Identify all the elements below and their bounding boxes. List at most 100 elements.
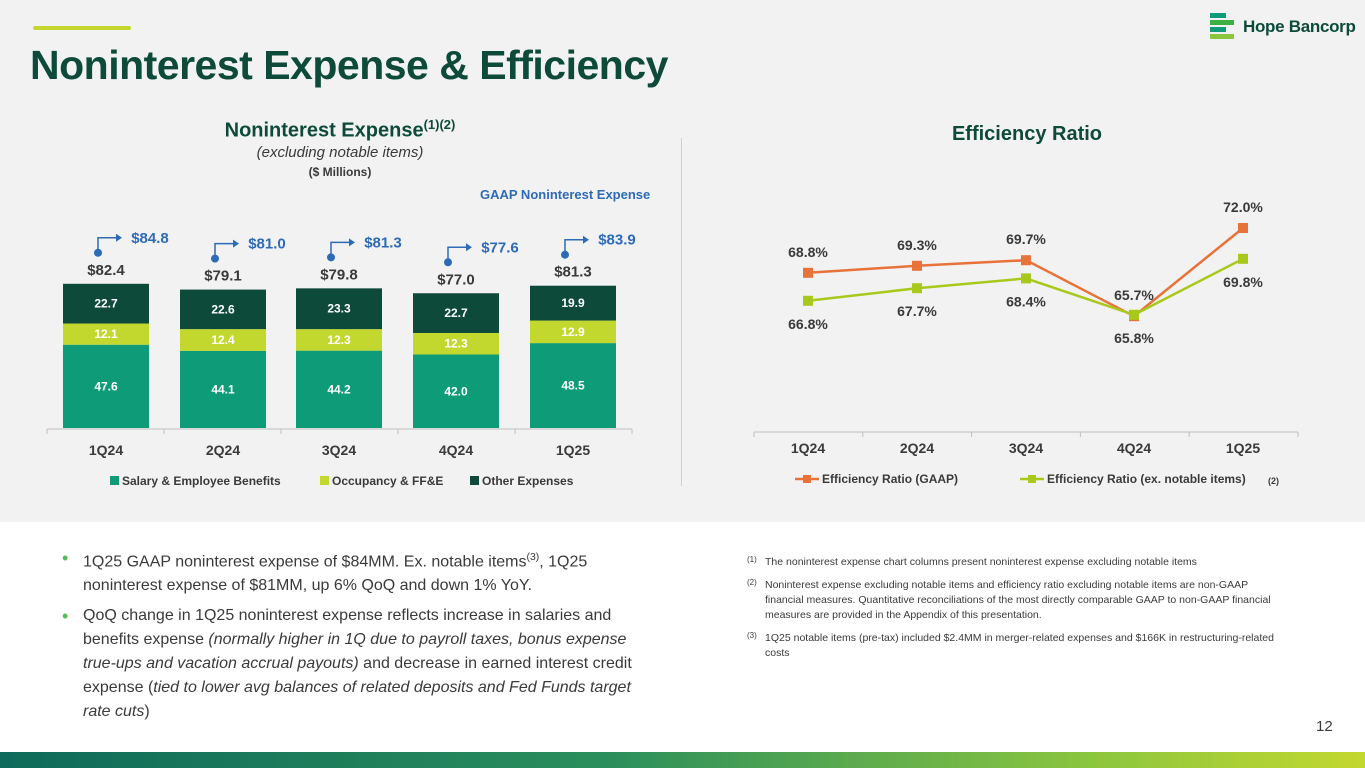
footnote: (2) Noninterest expense excluding notable… (747, 578, 1271, 621)
bar-segment-label: 22.6 (211, 302, 235, 316)
bar-segment-other (413, 293, 499, 333)
bar-segment-other (180, 289, 266, 330)
line-data-label: 69.8% (1223, 274, 1263, 290)
bar-segment-salary (413, 354, 499, 428)
bar-total-label: $82.4 (87, 262, 125, 279)
gaap-total-label: $83.9 (598, 232, 636, 249)
legend-marker (1028, 475, 1036, 483)
gaap-callout-dot (561, 250, 569, 259)
bar-segment-salary (63, 344, 149, 428)
gaap-callout-arrow-icon (233, 239, 239, 248)
legend-label: Efficiency Ratio (GAAP) (822, 472, 958, 486)
bar-segment-label: 12.4 (211, 333, 235, 347)
legend-swatch (110, 476, 119, 485)
gaap-total-label: $77.6 (481, 239, 519, 256)
logo: Hope Bancorp (1208, 12, 1356, 42)
line-marker (1129, 309, 1139, 320)
logo-text: Hope Bancorp (1243, 17, 1356, 36)
bar-segment-salary (530, 343, 616, 428)
left-chart-title: Noninterest Expense(1)(2) (224, 117, 456, 142)
gaap-callout-arrow-icon (116, 233, 122, 242)
bar-x-tick-label: 1Q24 (89, 442, 123, 458)
bottom-gradient-bar (0, 752, 1365, 768)
gaap-callout-line (97, 237, 116, 253)
bar-total-label: $77.0 (437, 271, 475, 288)
bar-segment-other (530, 285, 616, 321)
bar-segment-label: 22.7 (444, 306, 468, 320)
gaap-callout-line (447, 246, 466, 263)
bar-total-label: $79.8 (320, 266, 358, 283)
page-number: 12 (1316, 718, 1333, 735)
bar-total-label: $79.1 (204, 268, 242, 285)
top-band (0, 0, 1365, 522)
bar-segment-salary (180, 350, 266, 428)
bar-segment-label: 44.2 (327, 382, 351, 396)
bar-x-tick-label: 2Q24 (206, 442, 240, 458)
bullet-dot-icon: • (62, 548, 69, 568)
chart-divider (681, 138, 682, 486)
gaap-callout-dot (211, 254, 219, 263)
footnotes: (1) The noninterest expense chart columns… (747, 555, 1287, 669)
legend-footnote-ref: (2) (1268, 476, 1279, 486)
legend-swatch (470, 476, 479, 485)
legend-label: Salary & Employee Benefits (122, 474, 281, 488)
line-marker (1021, 255, 1031, 266)
line-marker (803, 267, 813, 278)
gaap-total-label: $81.3 (364, 234, 402, 251)
line-data-label: 69.7% (1006, 231, 1046, 247)
bullet-list: • 1Q25 GAAP noninterest expense of $84MM… (62, 546, 662, 730)
bullet-item: • 1Q25 GAAP noninterest expense of $84MM… (62, 548, 588, 595)
line-data-label: 72.0% (1223, 199, 1263, 215)
line-marker (912, 260, 922, 271)
line-data-label: 69.3% (897, 237, 937, 253)
bar-x-tick-label: 4Q24 (439, 442, 473, 458)
bar-x-tick-label: 1Q25 (556, 442, 590, 458)
bar-segment-label: 23.3 (327, 302, 351, 316)
gaap-callout-arrow-icon (583, 235, 589, 244)
bar-total-label: $81.3 (554, 264, 592, 281)
footnote: (1) The noninterest expense chart columns… (747, 555, 1197, 568)
line-x-tick-label: 4Q24 (1117, 440, 1151, 456)
bar-segment-salary (296, 350, 382, 428)
bar-segment-label: 22.7 (94, 297, 118, 311)
right-chart-title: Efficiency Ratio (951, 123, 1103, 145)
bar-segment-occupancy (413, 332, 499, 355)
bar-segment-label: 44.1 (211, 382, 235, 396)
line-data-label: 68.4% (1006, 293, 1046, 309)
gaap-callout-dot (327, 253, 335, 262)
bar-segment-label: 12.9 (561, 325, 585, 339)
gaap-callout-dot (444, 258, 452, 267)
bar-segment-label: 12.3 (327, 333, 351, 347)
bar-segment-occupancy (530, 320, 616, 344)
gaap-total-label: $84.8 (131, 230, 169, 247)
accent-bar (33, 26, 131, 30)
line-x-tick-label: 1Q25 (1226, 440, 1260, 456)
legend-label: Other Expenses (482, 474, 574, 488)
line-data-label: 67.7% (897, 303, 937, 319)
charts-canvas: 47.6 12.1 22.7 $82.4 $84.8 1Q24 44.1 12.4 22.6 $7… (46, 199, 1299, 488)
gaap-callout-line (330, 241, 349, 258)
gaap-callout-line (564, 238, 583, 255)
bar-segment-label: 47.6 (94, 379, 118, 393)
bar-segment-label: 12.1 (94, 327, 118, 341)
line-x-tick-label: 1Q24 (791, 440, 825, 456)
line-data-label: 66.8% (788, 316, 828, 332)
line-x-tick-label: 2Q24 (900, 440, 934, 456)
bar-segment-label: 12.3 (444, 337, 468, 351)
legend-label: Efficiency Ratio (ex. notable items) (1047, 472, 1246, 486)
line-marker (912, 283, 922, 294)
line-data-label: 65.7% (1114, 287, 1154, 303)
hope-bancorp-logo-icon (1210, 13, 1234, 39)
legend-swatch (320, 476, 329, 485)
bar-segment-label: 42.0 (444, 384, 468, 398)
gaap-callout-arrow-icon (466, 243, 472, 252)
bar-segment-label: 19.9 (561, 296, 585, 310)
page-title: Noninterest Expense & Efficiency (30, 42, 668, 88)
bar-segment-other (296, 288, 382, 330)
bar-segment-occupancy (63, 323, 149, 345)
bar-segment-occupancy (180, 329, 266, 351)
bar-segment-other (63, 283, 149, 324)
line-data-label: 65.8% (1114, 330, 1154, 346)
left-chart-units: ($ Millions) (308, 165, 372, 179)
gaap-callout-line (214, 242, 233, 259)
